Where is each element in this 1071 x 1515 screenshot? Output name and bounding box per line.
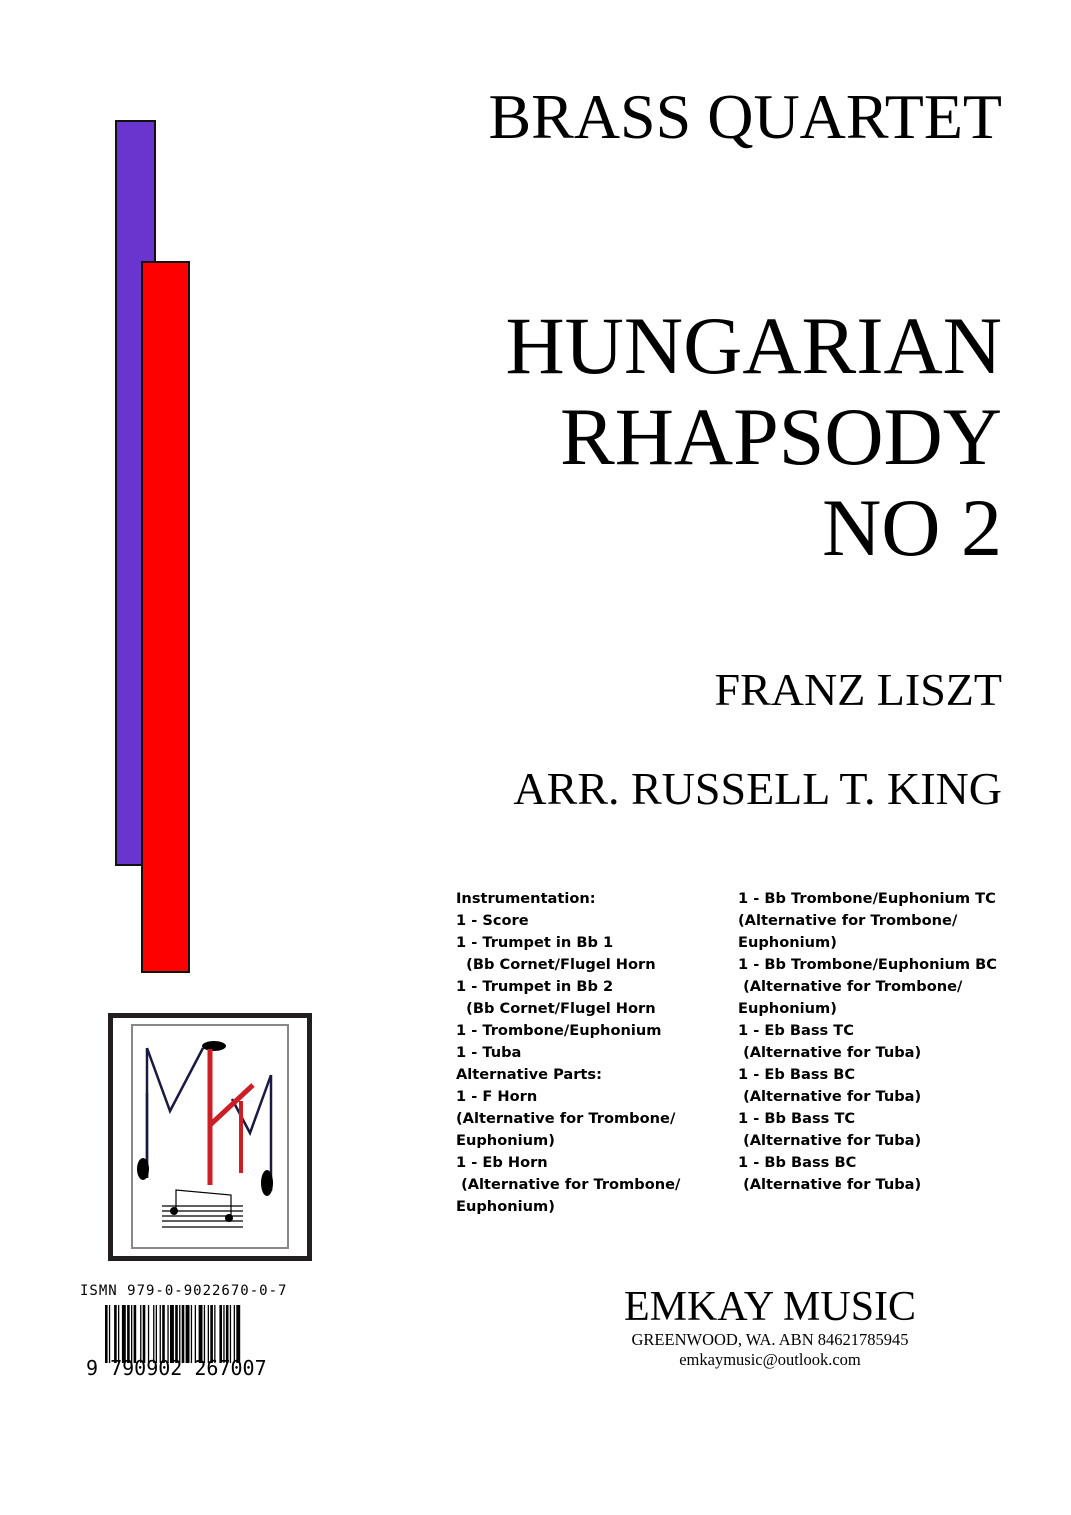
instrumentation-line: 1 - Score <box>456 912 529 929</box>
instrumentation-line: 1 - Tuba <box>456 1044 522 1061</box>
publisher-block: EMKAY MUSIC GREENWOOD, WA. ABN 846217859… <box>570 1284 970 1370</box>
instrumentation-line: 1 - Bb Trombone/Euphonium TC <box>738 890 996 907</box>
instrumentation-line: Instrumentation: <box>456 890 596 907</box>
series-heading: BRASS QUARTET <box>488 81 1002 152</box>
instrumentation-line: Euphonium) <box>456 1132 555 1149</box>
instrumentation-left-column: Instrumentation: 1 - Score 1 - Trumpet in … <box>456 888 680 1218</box>
emkay-logo-icon <box>108 1013 312 1261</box>
title-line: NO 2 <box>822 482 1002 573</box>
instrumentation-line: Euphonium) <box>738 1000 837 1017</box>
instrumentation-line: Euphonium) <box>456 1198 555 1215</box>
instrumentation-line: (Alternative for Tuba) <box>738 1088 922 1105</box>
title-line: RHAPSODY <box>560 391 1002 482</box>
barcode: ISMN 979-0-9022670-0-7 9 790902 267007 <box>78 1283 343 1378</box>
instrumentation-line: (Bb Cornet/Flugel Horn <box>456 956 656 973</box>
instrumentation-line: (Alternative for Trombone/ <box>456 1176 681 1193</box>
instrumentation-line: (Alternative for Trombone/ <box>738 912 958 929</box>
instrumentation-line: 1 - Trumpet in Bb 2 <box>456 978 614 995</box>
barcode-digits: 9 790902 267007 <box>86 1356 267 1378</box>
red-decorative-bar <box>141 261 190 973</box>
page-title: HUNGARIAN RHAPSODY NO 2 <box>505 300 1002 573</box>
instrumentation-line: Euphonium) <box>738 934 837 951</box>
instrumentation-line: 1 - Trombone/Euphonium <box>456 1022 662 1039</box>
instrumentation-line: 1 - Bb Bass BC <box>738 1154 857 1171</box>
instrumentation-line: 1 - Bb Bass TC <box>738 1110 856 1127</box>
composer: FRANZ LISZT <box>714 664 1003 715</box>
instrumentation-line: (Alternative for Tuba) <box>738 1132 922 1149</box>
instrumentation-line: (Alternative for Tuba) <box>738 1176 922 1193</box>
instrumentation-line: (Alternative for Tuba) <box>738 1044 922 1061</box>
instrumentation-line: 1 - Bb Trombone/Euphonium BC <box>738 956 998 973</box>
publisher-email: emkaymusic@outlook.com <box>679 1350 861 1369</box>
instrumentation-line: 1 - Trumpet in Bb 1 <box>456 934 614 951</box>
instrumentation-line: Alternative Parts: <box>456 1066 602 1083</box>
instrumentation-line: (Alternative for Trombone/ <box>738 978 963 995</box>
barcode-icon: 9 790902 267007 <box>86 1305 267 1378</box>
arranger: ARR. RUSSELL T. KING <box>513 763 1002 814</box>
instrumentation-line: 1 - Eb Bass BC <box>738 1066 856 1083</box>
instrumentation-line: 1 - Eb Horn <box>456 1154 548 1171</box>
instrumentation-line: 1 - F Horn <box>456 1088 538 1105</box>
instrumentation-right-column: 1 - Bb Trombone/Euphonium TC (Alternative… <box>738 888 997 1196</box>
title-line: HUNGARIAN <box>505 300 1002 391</box>
instrumentation-line: (Alternative for Trombone/ <box>456 1110 676 1127</box>
publisher-name: EMKAY MUSIC <box>623 1284 917 1330</box>
instrumentation-line: (Bb Cornet/Flugel Horn <box>456 1000 656 1017</box>
ismn-number: ISMN 979-0-9022670-0-7 <box>80 1283 288 1299</box>
publisher-address: GREENWOOD, WA. ABN 84621785945 <box>631 1330 909 1349</box>
instrumentation-line: 1 - Eb Bass TC <box>738 1022 854 1039</box>
